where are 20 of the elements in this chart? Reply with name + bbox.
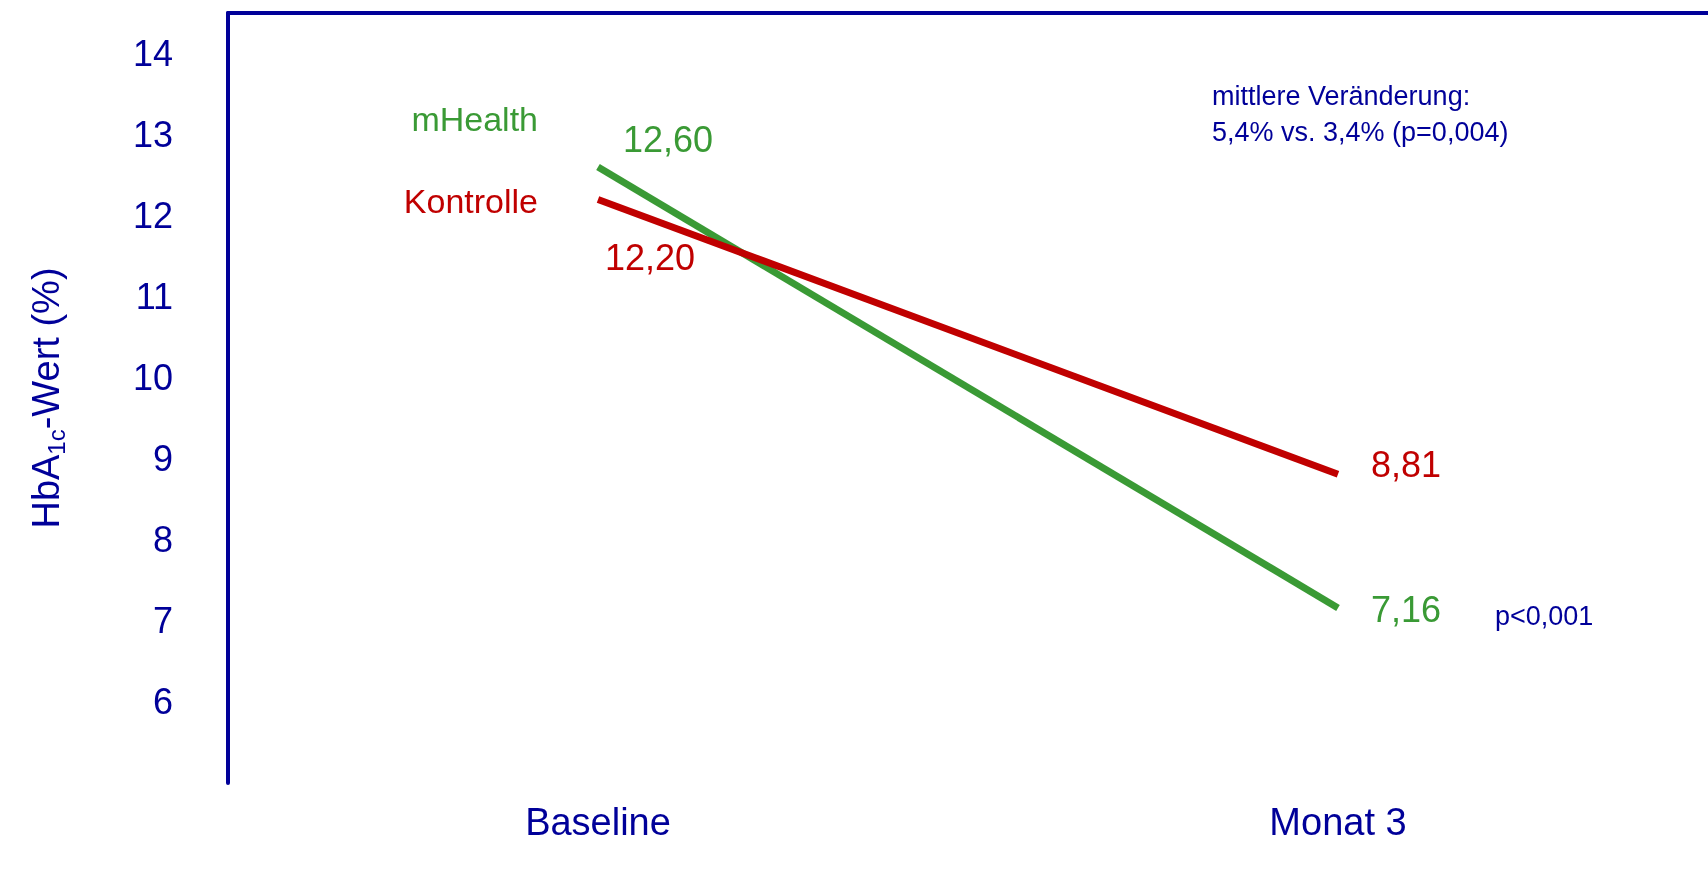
y-tick-label: 7: [152, 600, 173, 642]
data-label: 12,20: [605, 236, 696, 278]
y-tick-label: 13: [132, 114, 173, 156]
x-tick-label: Baseline: [525, 801, 671, 843]
annotation: p<0,001: [1495, 601, 1594, 631]
y-tick-label: 11: [135, 276, 173, 318]
y-tick-label: 12: [132, 195, 173, 237]
y-tick-label: 8: [152, 519, 173, 561]
y-tick-label: 10: [132, 357, 173, 399]
x-tick-label: Monat 3: [1269, 801, 1407, 843]
data-label: 7,16: [1371, 589, 1442, 631]
data-label: 12,60: [623, 118, 714, 160]
y-tick-label: 14: [132, 33, 173, 75]
y-tick-label: 9: [152, 438, 173, 480]
y-axis-title: HbA1c-Wert (%): [25, 267, 70, 529]
series-label: Kontrolle: [403, 182, 538, 221]
y-tick-label: 6: [152, 681, 173, 723]
data-label: 8,81: [1371, 443, 1442, 485]
series-label: mHealth: [411, 100, 538, 138]
annotation: mittlere Veränderung: 5,4% vs. 3,4% (p=0,004): [1212, 81, 1509, 147]
